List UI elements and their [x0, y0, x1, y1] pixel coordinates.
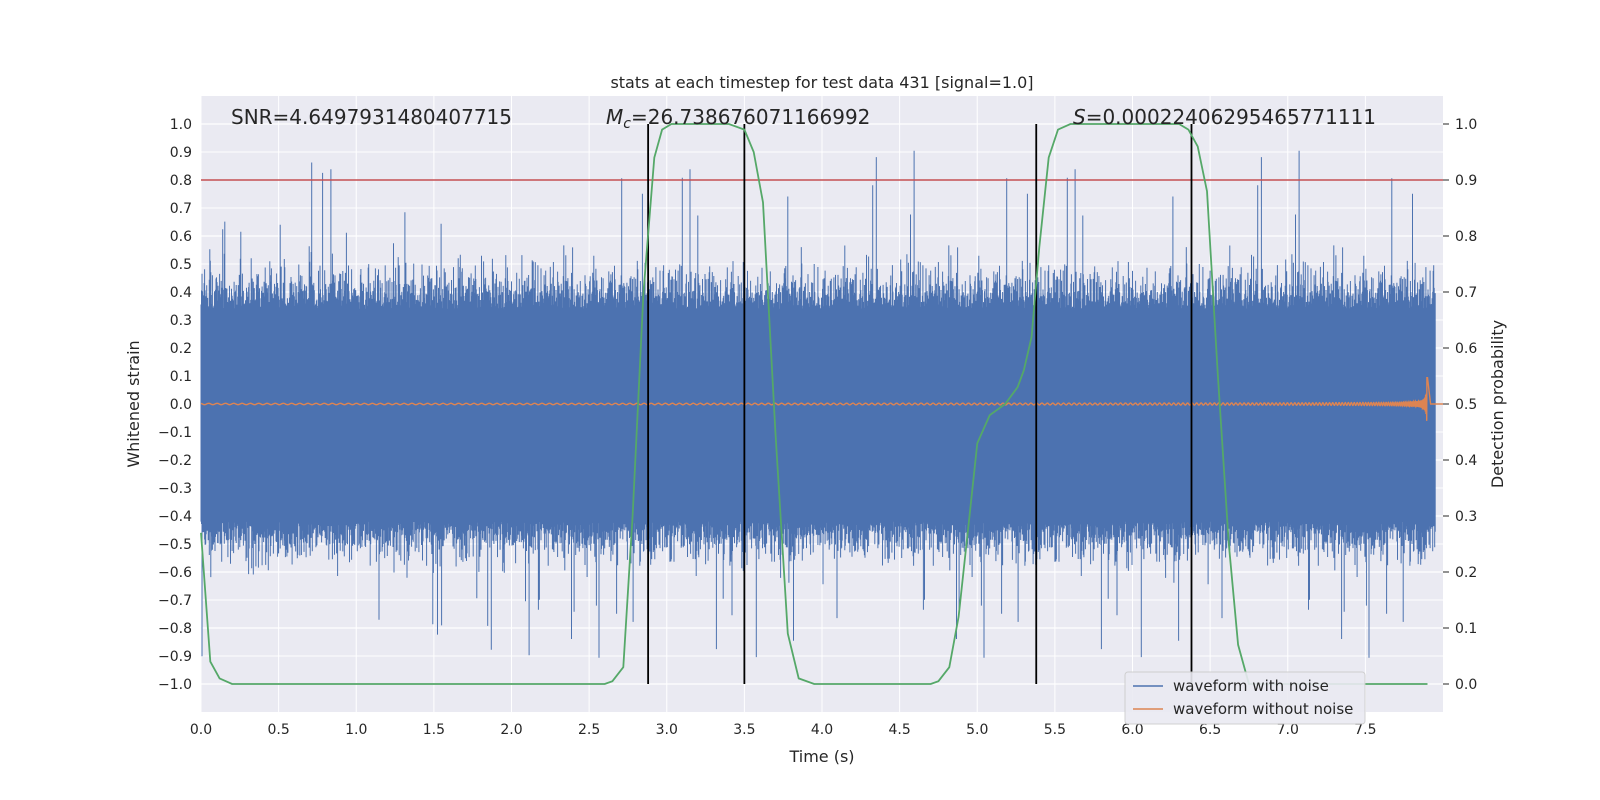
x-tick-label: 6.0	[1121, 722, 1143, 738]
detection-vertical-lines	[647, 124, 1193, 684]
plot-area	[200, 123, 1443, 685]
y-tick-label-left: 1.0	[170, 117, 192, 133]
y-tick-label-left: 0.1	[170, 369, 192, 385]
y-tick-label-right: 0.7	[1455, 285, 1477, 301]
series-waveform-without-noise	[200, 377, 1443, 421]
x-axis-label: Time (s)	[788, 747, 854, 766]
y-tick-label-right: 0.4	[1455, 453, 1477, 469]
x-tick-label: 3.0	[656, 722, 678, 738]
x-ticks: 0.0 0.5 1.0 1.5 2.0 2.5 3.0 3.5 4.0 4.5 5.0 5.5 6.0 6…	[190, 722, 1377, 738]
x-tick-label: 5.0	[966, 722, 988, 738]
x-tick-label: 4.5	[888, 722, 910, 738]
series-waveform-with-noise	[200, 150, 1436, 658]
y-tick-label-left: 0.5	[170, 257, 192, 273]
y-tick-label-left: −1.0	[158, 677, 192, 693]
y-tick-label-right: 0.8	[1455, 229, 1477, 245]
y-tick-label-left: −0.9	[158, 649, 192, 665]
y-tick-label-left: 0.8	[170, 173, 192, 189]
y-tick-label-right: 0.6	[1455, 341, 1477, 357]
y-tick-label-right: 0.1	[1455, 621, 1477, 637]
x-tick-label: 3.5	[733, 722, 755, 738]
y-ticks-right: 1.0 0.9 0.8 0.7 0.6 0.5 0.4 0.3 0.2 0.1 0.0	[1443, 117, 1477, 693]
y-tick-label-left: 0.4	[170, 285, 192, 301]
legend-label-waveform-without-noise: waveform without noise	[1173, 700, 1353, 718]
legend-label-waveform-with-noise: waveform with noise	[1173, 677, 1329, 695]
x-tick-label: 2.5	[578, 722, 600, 738]
legend: waveform with noise waveform without noi…	[1124, 671, 1366, 725]
y-tick-label-left: 0.0	[170, 397, 192, 413]
y-tick-label-left: −0.2	[158, 453, 192, 469]
y-tick-label-left: −0.4	[158, 509, 192, 525]
y-tick-label-right: 0.0	[1455, 677, 1477, 693]
y-tick-label-left: −0.3	[158, 481, 192, 497]
x-tick-label: 2.0	[500, 722, 522, 738]
x-tick-label: 1.5	[423, 722, 445, 738]
y-tick-label-left: 0.7	[170, 201, 192, 217]
x-tick-label: 5.5	[1044, 722, 1066, 738]
x-tick-label: 1.0	[345, 722, 367, 738]
y-tick-label-right: 0.5	[1455, 397, 1477, 413]
annotation-chirp-mass-value: =26.738676071166992	[631, 105, 870, 129]
y-tick-label-right: 0.2	[1455, 565, 1477, 581]
y-tick-label-right: 1.0	[1455, 117, 1477, 133]
y-tick-label-left: −0.6	[158, 565, 192, 581]
annotation-chirp-mass-subscript: c	[623, 116, 631, 132]
y-tick-label-left: −0.7	[158, 593, 192, 609]
annotation-s-symbol: S	[1073, 105, 1086, 129]
y-tick-label-right: 0.9	[1455, 173, 1477, 189]
annotation-s: S=0.00022406295465771111	[1073, 105, 1376, 129]
x-tick-label: 0.5	[267, 722, 289, 738]
chart-title: stats at each timestep for test data 431…	[610, 73, 1033, 92]
x-tick-label: 4.0	[811, 722, 833, 738]
annotation-chirp-mass-symbol: M	[606, 105, 623, 129]
y-tick-label-left: −0.1	[158, 425, 192, 441]
annotation-snr: SNR=4.6497931480407715	[231, 105, 512, 129]
x-tick-label: 0.0	[190, 722, 212, 738]
annotation-chirp-mass: Mc=26.738676071166992	[606, 105, 870, 132]
series-detection-probability	[200, 123, 1428, 685]
annotation-s-value: =0.00022406295465771111	[1086, 105, 1376, 129]
y-tick-label-left: 0.3	[170, 313, 192, 329]
y-tick-label-left: 0.2	[170, 341, 192, 357]
x-tick-label: 7.0	[1277, 722, 1299, 738]
y-ticks-left: 1.0 0.9 0.8 0.7 0.6 0.5 0.4 0.3 0.2 0.1 0.0 −0.1 −0.…	[158, 117, 192, 693]
y-tick-label-right: 0.3	[1455, 509, 1477, 525]
y-tick-label-left: 0.9	[170, 145, 192, 161]
legend-box	[1124, 671, 1366, 725]
x-tick-label: 6.5	[1199, 722, 1221, 738]
y-tick-label-left: 0.6	[170, 229, 192, 245]
y-axis-label-left: Whitened strain	[124, 340, 143, 467]
x-tick-label: 7.5	[1354, 722, 1376, 738]
y-tick-label-left: −0.8	[158, 621, 192, 637]
y-tick-label-left: −0.5	[158, 537, 192, 553]
y-axis-label-right: Detection probability	[1488, 320, 1507, 488]
